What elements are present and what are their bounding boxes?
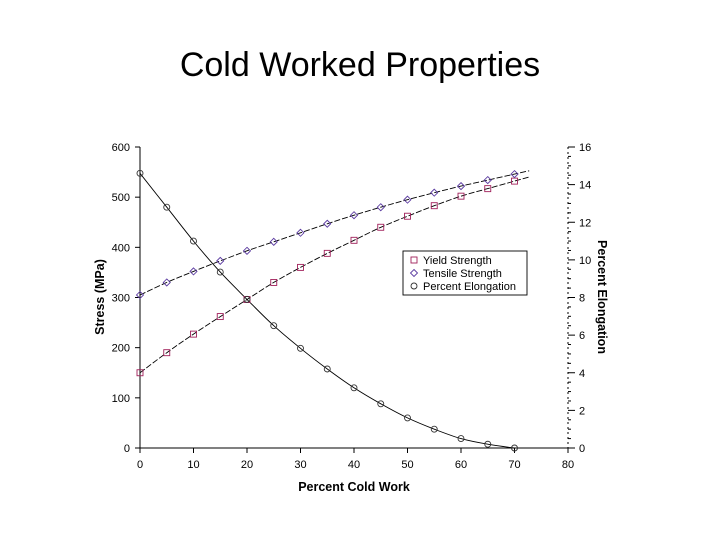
y2-tick-label: 10 — [579, 255, 591, 267]
y2-tick-label: 4 — [579, 368, 585, 380]
percent-elongation-point — [457, 435, 465, 443]
fit-curves — [139, 170, 530, 449]
y-axis-label: Stress (MPa) — [93, 259, 107, 335]
percent-elongation-point — [297, 344, 304, 352]
legend-marker-diamond — [409, 268, 419, 278]
y-tick-label: 400 — [112, 242, 130, 254]
y-tick-label: 600 — [112, 142, 130, 154]
x-tick-label: 60 — [455, 459, 467, 471]
yield-strength-point — [404, 212, 411, 220]
x-tick-label: 70 — [508, 459, 520, 471]
y2-tick-label: 0 — [579, 443, 585, 455]
y2-axis-label: Percent Elongation — [595, 240, 609, 354]
x-tick-label: 40 — [348, 459, 360, 471]
percent-elongation-point — [511, 444, 518, 452]
tensile-strength-point — [189, 267, 198, 276]
legend-marker-circle — [410, 282, 418, 290]
y2-tick-label: 14 — [579, 180, 591, 192]
x-tick-label: 0 — [137, 459, 143, 471]
percent-elongation-point — [136, 169, 144, 177]
legend-label: Percent Elongation — [423, 281, 516, 293]
data-markers — [135, 169, 519, 452]
yield-strength-point — [190, 330, 197, 338]
yield-strength-point — [511, 177, 518, 185]
percent-elongation-point — [270, 322, 278, 330]
x-tick-label: 50 — [401, 459, 413, 471]
axes: 0 100 200 300 400 500 600 0 10 20 30 40 50 60 70 80 0 2 4 6… — [112, 142, 592, 471]
percent-elongation-point — [484, 440, 492, 448]
tensile-strength-point — [349, 211, 359, 220]
y2-tick-label: 6 — [579, 330, 585, 342]
y2-tick-label: 16 — [579, 142, 591, 154]
percent-elongation-point — [377, 400, 385, 408]
percent-elongation-point — [190, 237, 197, 245]
x-tick-label: 80 — [562, 459, 574, 471]
yield-strength-point — [216, 313, 224, 321]
tensile-strength-point — [323, 219, 332, 228]
yield-strength-point — [350, 236, 358, 244]
y2-tick-label: 2 — [579, 405, 585, 417]
tensile-strength-point — [269, 237, 278, 246]
fit-curve-percent-elongation — [139, 173, 515, 449]
tensile-strength-point — [376, 203, 385, 212]
tensile-strength-point — [403, 195, 412, 204]
x-tick-label: 20 — [241, 459, 253, 471]
y-tick-label: 300 — [112, 293, 130, 305]
legend-label: Tensile Strength — [423, 268, 502, 280]
yield-strength-point — [457, 192, 465, 200]
tensile-strength-point — [242, 246, 252, 255]
yield-strength-point — [484, 185, 492, 193]
percent-elongation-point — [323, 365, 331, 373]
y-tick-label: 0 — [124, 443, 130, 455]
yield-strength-point — [297, 263, 304, 271]
yield-strength-point — [136, 369, 144, 377]
percent-elongation-point — [404, 414, 411, 422]
fit-curve-yield-strength — [139, 176, 530, 374]
tensile-strength-point — [216, 256, 225, 266]
x-tick-label: 10 — [187, 459, 199, 471]
y-tick-label: 500 — [112, 192, 130, 204]
tensile-strength-point — [162, 278, 171, 287]
x-tick-label: 30 — [294, 459, 306, 471]
x-axis-label: Percent Cold Work — [298, 480, 410, 494]
percent-elongation-point — [243, 295, 251, 303]
yield-strength-point — [163, 349, 171, 357]
tensile-strength-point — [296, 228, 305, 237]
y-tick-label: 100 — [112, 393, 130, 405]
percent-elongation-point — [430, 425, 438, 433]
legend-box — [402, 250, 528, 296]
yield-strength-point — [270, 279, 278, 286]
percent-elongation-point — [350, 384, 358, 392]
percent-elongation-point — [163, 203, 171, 211]
tensile-strength-point — [430, 188, 439, 197]
legend-label: Yield Strength — [423, 255, 492, 267]
tensile-strength-point — [510, 169, 519, 179]
y-tick-label: 200 — [112, 343, 130, 355]
percent-elongation-point — [216, 268, 224, 276]
slide-title: Cold Worked Properties — [179, 46, 541, 84]
tensile-strength-point — [135, 290, 145, 300]
tensile-strength-point — [483, 175, 492, 185]
y2-tick-label: 12 — [579, 217, 591, 229]
fit-curve-tensile-strength — [139, 170, 530, 296]
yield-strength-point — [377, 223, 385, 231]
tensile-strength-point — [456, 181, 466, 191]
yield-strength-point — [430, 202, 438, 210]
yield-strength-point — [323, 249, 331, 257]
legend-marker-square — [410, 256, 418, 264]
y2-tick-label: 8 — [579, 293, 585, 305]
